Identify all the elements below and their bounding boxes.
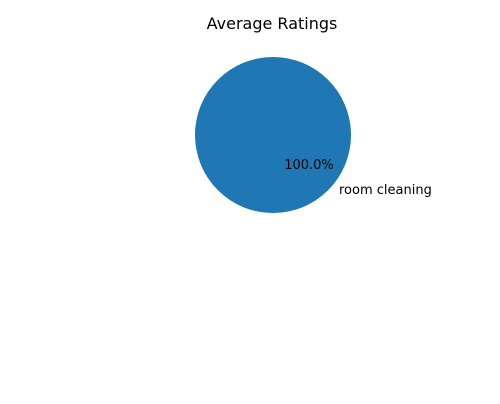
chart-title: Average Ratings [207, 14, 338, 33]
pie-slice-label: room cleaning [339, 183, 432, 198]
pie-labels-group: room cleaning 100.0% [284, 158, 432, 198]
pie-slice-percent-label: 100.0% [284, 158, 334, 173]
pie-slice [195, 57, 351, 213]
pie-slices-group [195, 57, 351, 213]
